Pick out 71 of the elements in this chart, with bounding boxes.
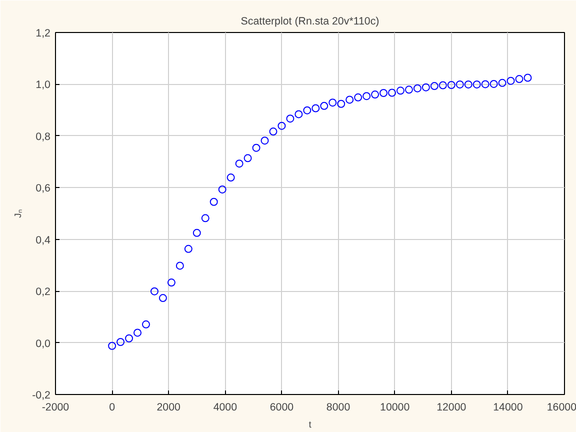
point [362, 92, 371, 100]
point [346, 96, 354, 104]
point [125, 334, 134, 342]
point [201, 214, 210, 222]
y-axis-title: Jₙ [13, 209, 24, 218]
point [134, 328, 142, 337]
point [192, 228, 201, 237]
point [413, 84, 422, 92]
point [226, 174, 235, 182]
chart-title: Scatterplot (Rn.sta 20v*110c) [240, 16, 380, 28]
point [438, 81, 447, 90]
point [456, 80, 464, 88]
x-tick-label: 14000 [493, 402, 523, 414]
y-tick-label: 0,0 [36, 338, 51, 350]
point [498, 78, 506, 87]
y-tick-label: 0,8 [36, 130, 51, 143]
point [184, 244, 192, 253]
point [312, 104, 320, 112]
point [388, 88, 396, 97]
x-tick-label: 16000 [546, 402, 576, 414]
x-tick-label: 8000 [326, 402, 350, 414]
point [430, 82, 438, 90]
point [158, 294, 167, 302]
point [108, 342, 116, 350]
point [472, 80, 481, 88]
point [116, 338, 125, 346]
point [371, 90, 380, 99]
point [404, 86, 413, 94]
point [464, 80, 472, 88]
point [278, 122, 286, 130]
point [210, 198, 218, 206]
point [380, 89, 388, 97]
point [490, 80, 498, 88]
point [354, 93, 362, 102]
y-tick-label: 1,0 [36, 79, 51, 92]
y-tick-label: -0,2 [32, 390, 51, 402]
point [286, 114, 294, 123]
point [481, 80, 490, 88]
point [294, 110, 303, 118]
point [244, 154, 252, 162]
y-tick-label: 1,2 [36, 28, 51, 40]
point [150, 287, 158, 296]
point [176, 262, 184, 270]
point [142, 320, 150, 328]
point [328, 98, 337, 107]
x-tick-label: 2000 [156, 402, 181, 414]
point [506, 76, 515, 85]
point [422, 83, 430, 92]
point [167, 278, 176, 287]
y-tick-label: 0,2 [36, 286, 51, 298]
point [218, 185, 226, 194]
y-tick-label: 0,6 [36, 182, 51, 195]
x-tick-label: -2000 [42, 402, 70, 414]
point [269, 128, 278, 136]
point [337, 100, 346, 108]
point [235, 160, 244, 168]
point [396, 86, 404, 95]
point [252, 144, 260, 152]
x-tick-label: 4000 [213, 402, 238, 414]
point [447, 80, 456, 89]
x-tick-label: 12000 [436, 402, 466, 414]
point [320, 102, 328, 110]
point [303, 106, 312, 114]
y-tick-label: 0,4 [36, 234, 51, 246]
point [260, 136, 269, 145]
x-tick-label: 10000 [380, 402, 410, 414]
x-tick-label: 6000 [270, 402, 294, 414]
x-tick-label: 0 [109, 402, 116, 414]
point [515, 75, 524, 84]
x-axis-title: t [308, 420, 312, 430]
point [524, 74, 532, 82]
